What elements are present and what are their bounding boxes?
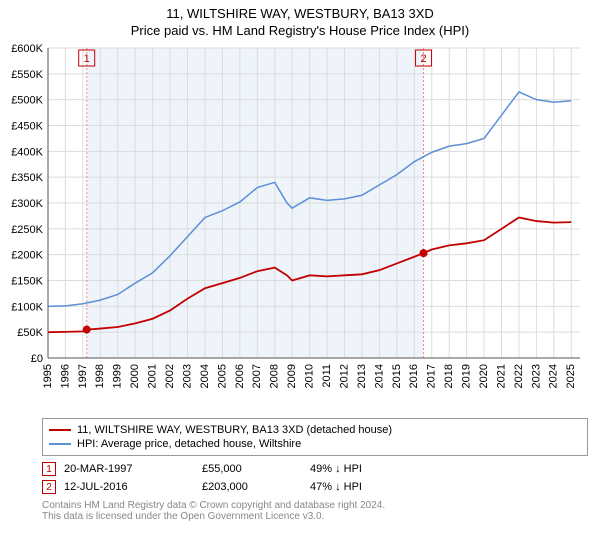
- legend: 11, WILTSHIRE WAY, WESTBURY, BA13 3XD (d…: [42, 418, 588, 456]
- svg-text:£550K: £550K: [11, 69, 43, 81]
- svg-text:2021: 2021: [495, 364, 507, 388]
- svg-text:£100K: £100K: [11, 301, 43, 313]
- svg-text:2008: 2008: [269, 364, 281, 388]
- svg-text:£350K: £350K: [11, 172, 43, 184]
- svg-text:2002: 2002: [164, 364, 176, 388]
- svg-text:£500K: £500K: [11, 95, 43, 107]
- svg-text:2012: 2012: [338, 364, 350, 388]
- svg-text:1999: 1999: [112, 364, 124, 388]
- svg-text:2007: 2007: [251, 364, 263, 388]
- svg-text:1997: 1997: [77, 364, 89, 388]
- legend-label: 11, WILTSHIRE WAY, WESTBURY, BA13 3XD (d…: [77, 424, 392, 436]
- svg-text:£150K: £150K: [11, 276, 43, 288]
- svg-text:£0: £0: [31, 353, 43, 365]
- legend-item: 11, WILTSHIRE WAY, WESTBURY, BA13 3XD (d…: [49, 423, 581, 437]
- sale-price: £203,000: [202, 481, 302, 493]
- svg-text:1: 1: [84, 53, 90, 65]
- svg-text:£250K: £250K: [11, 224, 43, 236]
- sale-diff: 49% ↓ HPI: [310, 463, 410, 475]
- svg-text:2020: 2020: [478, 364, 490, 388]
- sale-row: 2 12-JUL-2016 £203,000 47% ↓ HPI: [42, 478, 588, 496]
- legend-label: HPI: Average price, detached house, Wilt…: [77, 438, 301, 450]
- legend-swatch: [49, 429, 71, 431]
- svg-text:2024: 2024: [548, 364, 560, 388]
- svg-text:£200K: £200K: [11, 250, 43, 262]
- svg-text:2000: 2000: [129, 364, 141, 388]
- line-chart: £0 £50K £100K £150K £200K £250K £300K £350K £400…: [0, 38, 600, 418]
- svg-text:£300K: £300K: [11, 198, 43, 210]
- svg-text:1998: 1998: [94, 364, 106, 388]
- svg-text:2013: 2013: [356, 364, 368, 388]
- svg-text:2017: 2017: [426, 364, 438, 388]
- svg-text:2: 2: [420, 53, 426, 65]
- svg-text:2022: 2022: [513, 364, 525, 388]
- title-line-1: 11, WILTSHIRE WAY, WESTBURY, BA13 3XD: [0, 6, 600, 21]
- svg-text:2010: 2010: [304, 364, 316, 388]
- svg-text:2014: 2014: [373, 364, 385, 388]
- svg-text:£600K: £600K: [11, 43, 43, 55]
- svg-text:2016: 2016: [408, 364, 420, 388]
- sales-table: 1 20-MAR-1997 £55,000 49% ↓ HPI 2 12-JUL-2016…: [42, 460, 588, 496]
- svg-text:2004: 2004: [199, 364, 211, 388]
- footer-attribution: Contains HM Land Registry data © Crown c…: [42, 500, 588, 522]
- sale-marker: 2: [42, 480, 56, 494]
- title-block: 11, WILTSHIRE WAY, WESTBURY, BA13 3XD Pr…: [0, 0, 600, 38]
- svg-text:2009: 2009: [286, 364, 298, 388]
- svg-text:2003: 2003: [181, 364, 193, 388]
- svg-text:2015: 2015: [391, 364, 403, 388]
- svg-text:2006: 2006: [234, 364, 246, 388]
- sale-date: 20-MAR-1997: [64, 463, 194, 475]
- footer-line-2: This data is licensed under the Open Gov…: [42, 511, 588, 522]
- svg-text:2001: 2001: [147, 364, 159, 388]
- footer-line-1: Contains HM Land Registry data © Crown c…: [42, 500, 588, 511]
- legend-item: HPI: Average price, detached house, Wilt…: [49, 437, 581, 451]
- svg-text:2023: 2023: [530, 364, 542, 388]
- svg-text:2005: 2005: [216, 364, 228, 388]
- sale-diff: 47% ↓ HPI: [310, 481, 410, 493]
- sale-row: 1 20-MAR-1997 £55,000 49% ↓ HPI: [42, 460, 588, 478]
- svg-text:2018: 2018: [443, 364, 455, 388]
- svg-text:1995: 1995: [42, 364, 54, 388]
- svg-text:2011: 2011: [321, 364, 333, 388]
- sale-marker: 1: [42, 462, 56, 476]
- svg-text:1996: 1996: [59, 364, 71, 388]
- svg-text:2019: 2019: [461, 364, 473, 388]
- svg-text:£50K: £50K: [17, 327, 43, 339]
- svg-text:£450K: £450K: [11, 121, 43, 133]
- legend-swatch: [49, 443, 71, 445]
- svg-text:2025: 2025: [565, 364, 577, 388]
- sale-price: £55,000: [202, 463, 302, 475]
- sale-date: 12-JUL-2016: [64, 481, 194, 493]
- chart-area: £0 £50K £100K £150K £200K £250K £300K £350K £400…: [0, 38, 600, 418]
- title-line-2: Price paid vs. HM Land Registry's House …: [0, 23, 600, 38]
- svg-text:£400K: £400K: [11, 146, 43, 158]
- chart-container: 11, WILTSHIRE WAY, WESTBURY, BA13 3XD Pr…: [0, 0, 600, 522]
